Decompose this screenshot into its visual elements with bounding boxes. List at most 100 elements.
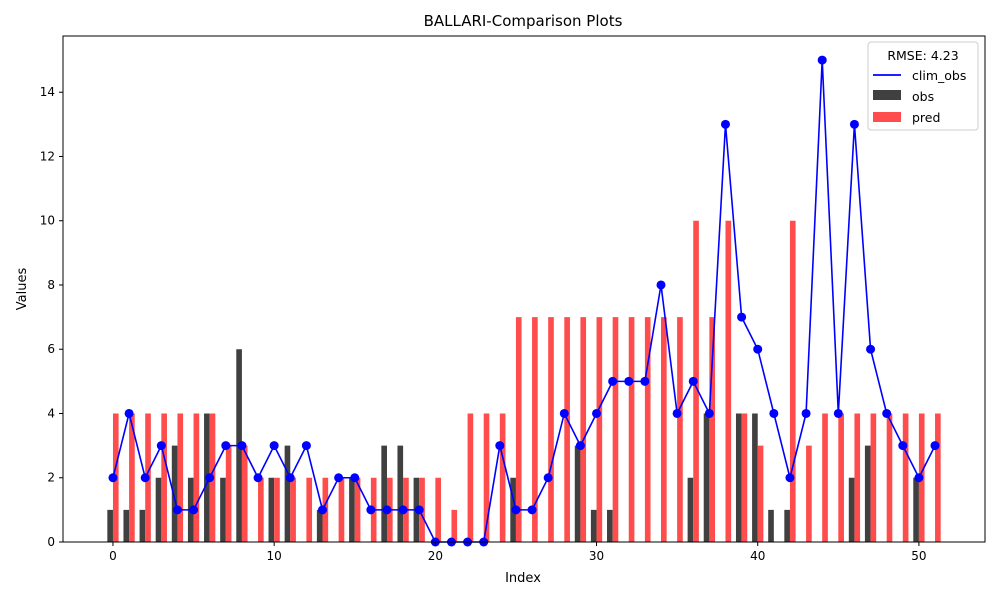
clim-obs-point	[189, 505, 199, 515]
clim-obs-point	[237, 441, 247, 451]
clim-obs-point	[785, 473, 795, 483]
clim-obs-point	[156, 441, 166, 451]
clim-obs-point	[688, 376, 698, 386]
clim-obs-point	[543, 473, 553, 483]
clim-obs-point	[301, 441, 311, 451]
chart-title: BALLARI-Comparison Plots	[424, 12, 623, 30]
clim-obs-point	[382, 505, 392, 515]
pred-bar	[741, 413, 748, 542]
clim-obs-point	[640, 376, 650, 386]
pred-bar	[870, 413, 877, 542]
x-tick-label: 0	[109, 549, 117, 563]
obs-bar	[703, 413, 710, 542]
pred-bar	[564, 317, 570, 542]
obs-bar	[590, 509, 597, 542]
obs-bar	[171, 445, 178, 542]
obs-bar	[735, 413, 742, 542]
axes-frame	[62, 35, 986, 543]
y-tick-label: 8	[47, 278, 55, 292]
legend-box	[867, 41, 979, 131]
clim-obs-point	[592, 408, 602, 418]
pred-bar	[515, 317, 522, 542]
clim-obs-point	[366, 505, 376, 515]
plot-area	[107, 55, 941, 547]
x-tick-label: 50	[911, 549, 926, 563]
x-axis-label: Index	[505, 571, 541, 586]
clim-obs-point	[930, 441, 940, 451]
clim-obs-point	[672, 408, 682, 418]
pred-bar	[338, 477, 345, 542]
clim-obs-point	[866, 344, 876, 354]
clim-obs-point	[414, 505, 424, 515]
clim-obs-point	[221, 441, 231, 451]
clim-obs-point	[833, 408, 843, 418]
pred-bar	[789, 220, 796, 542]
legend-label-pred: pred	[912, 110, 940, 125]
obs-bar	[864, 445, 871, 542]
clim-obs-point	[511, 505, 521, 515]
obs-bar	[574, 445, 581, 542]
x-tick-label: 10	[267, 549, 282, 563]
clim-obs-point	[285, 473, 295, 483]
clim-obs-point	[817, 55, 827, 65]
clim-obs-point	[608, 376, 618, 386]
legend-title: RMSE: 4.23	[887, 48, 958, 63]
y-tick-label: 0	[47, 535, 55, 549]
pred-bar	[806, 445, 812, 542]
legend: RMSE: 4.23 clim_obs obs pred	[867, 41, 979, 131]
clim-obs-point	[914, 473, 924, 483]
clim-obs-point	[527, 505, 537, 515]
pred-bar	[596, 317, 603, 542]
x-tick-label: 30	[589, 549, 604, 563]
legend-label-clim-obs: clim_obs	[912, 68, 966, 83]
pred-bar	[193, 413, 200, 542]
obs-bar	[397, 445, 404, 542]
clim-obs-point	[720, 119, 730, 129]
obs-bar	[220, 477, 226, 542]
pred-bar	[354, 477, 361, 542]
pred-bar	[499, 413, 506, 542]
pred-bar	[628, 317, 635, 542]
pred-bar	[612, 317, 619, 542]
clim-obs-point	[801, 408, 811, 418]
x-tick-label: 40	[750, 549, 765, 563]
clim-obs-point	[269, 441, 279, 451]
pred-bar	[757, 445, 764, 542]
pred-bar	[306, 477, 313, 542]
obs-bar	[123, 509, 130, 542]
obs-bar	[607, 509, 613, 542]
clim-obs-line	[112, 60, 936, 543]
y-tick-label: 14	[40, 85, 55, 99]
clim-obs-point	[704, 408, 714, 418]
pred-bar	[274, 477, 280, 542]
clim-obs-point	[205, 473, 215, 483]
pred-bar	[161, 413, 167, 542]
clim-obs-point	[624, 376, 634, 386]
clim-obs-point	[849, 119, 859, 129]
pred-bar	[709, 317, 716, 542]
clim-obs-point	[559, 408, 569, 418]
obs-bar	[349, 477, 355, 542]
pred-bar	[886, 413, 893, 542]
pred-bar	[838, 413, 844, 542]
clim-obs-point	[882, 408, 892, 418]
y-tick-label: 4	[47, 406, 55, 420]
y-tick-label: 2	[47, 471, 55, 485]
pred-bar	[580, 317, 587, 542]
pred-bar	[258, 477, 264, 542]
obs-bar	[381, 445, 387, 542]
pred-bar	[644, 317, 651, 542]
pred-bar	[451, 509, 458, 542]
pred-bar	[467, 413, 474, 542]
clim-obs-point	[398, 505, 408, 515]
obs-bar	[155, 477, 162, 542]
pred-bar	[902, 413, 909, 542]
clim-obs-point	[898, 441, 908, 451]
y-axis-label: Values	[15, 268, 30, 311]
y-tick-label: 10	[40, 214, 55, 228]
obs-bar	[687, 477, 694, 542]
pred-bar	[677, 317, 683, 542]
clim-obs-point	[753, 344, 763, 354]
clim-obs-point	[124, 408, 134, 418]
